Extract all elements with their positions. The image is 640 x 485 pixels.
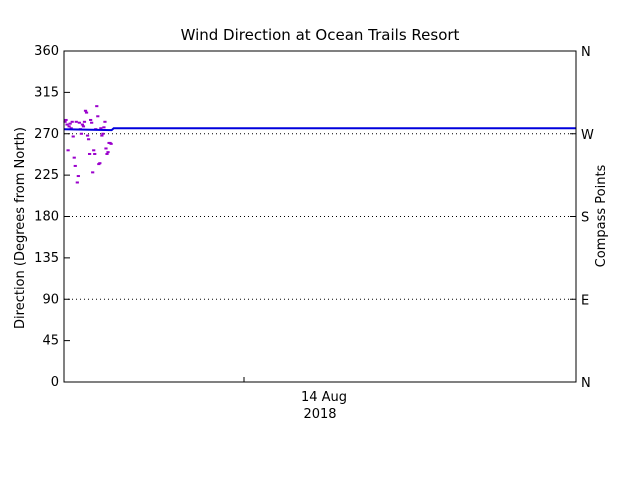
y-tick-label: 225 xyxy=(34,168,59,183)
y-tick-label: 315 xyxy=(34,85,59,100)
compass-tick-label: N xyxy=(581,45,591,60)
y-tick-label: 135 xyxy=(34,251,59,266)
y-tick-label: 180 xyxy=(34,210,59,225)
y-axis-label: Direction (Degrees from North) xyxy=(13,127,28,329)
compass-tick-label: E xyxy=(581,293,589,308)
y-tick-label: 45 xyxy=(42,334,59,349)
y2-axis-label: Compass Points xyxy=(594,164,609,267)
compass-tick-label: S xyxy=(581,211,589,226)
y-tick-label: 270 xyxy=(34,127,59,142)
y-tick-label: 90 xyxy=(42,292,59,307)
y-tick-label: 0 xyxy=(51,375,59,390)
chart-title: Wind Direction at Ocean Trails Resort xyxy=(181,26,460,44)
compass-tick-label: W xyxy=(581,128,594,143)
x-date-label-day: 14 Aug xyxy=(301,390,347,405)
x-date-label-year: 2018 xyxy=(303,407,336,422)
y-tick-label: 360 xyxy=(34,44,59,59)
series-line xyxy=(63,127,576,132)
compass-tick-label: N xyxy=(581,376,591,391)
